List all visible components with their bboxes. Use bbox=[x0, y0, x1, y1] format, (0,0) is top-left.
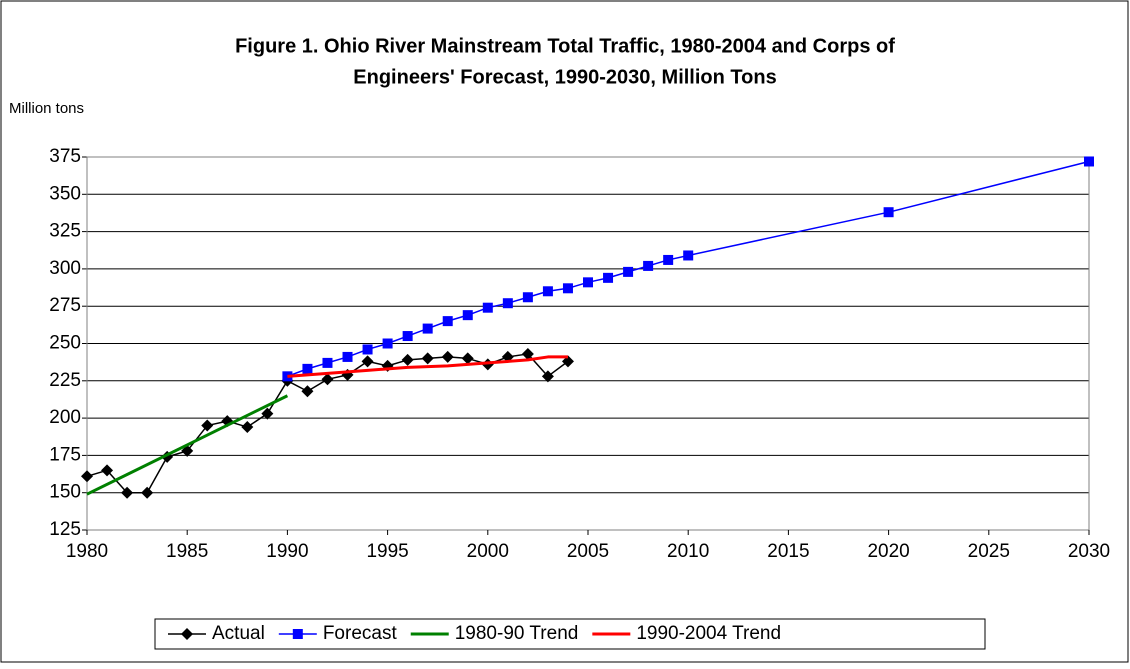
marker bbox=[461, 352, 474, 365]
y-tick-label: 200 bbox=[49, 407, 81, 428]
y-tick-label: 175 bbox=[49, 444, 81, 465]
marker bbox=[181, 628, 193, 640]
marker bbox=[81, 470, 93, 483]
x-tick-label: 2020 bbox=[867, 541, 909, 562]
marker bbox=[1084, 156, 1094, 167]
marker bbox=[683, 250, 694, 261]
legend-label: Actual bbox=[212, 623, 265, 644]
series-line bbox=[86, 394, 289, 496]
x-tick-label: 2030 bbox=[1068, 541, 1110, 562]
marker bbox=[382, 338, 393, 349]
marker bbox=[342, 351, 353, 362]
x-tick-label: 1980 bbox=[66, 541, 108, 562]
marker bbox=[422, 323, 433, 334]
marker bbox=[462, 310, 473, 321]
marker bbox=[482, 302, 493, 313]
y-tick-label: 150 bbox=[49, 482, 81, 503]
chart-title: Engineers' Forecast, 1990-2030, Million … bbox=[353, 66, 776, 88]
marker bbox=[301, 385, 314, 398]
x-tick-label: 2005 bbox=[567, 541, 609, 562]
marker bbox=[663, 254, 674, 265]
y-tick-label: 125 bbox=[49, 519, 81, 540]
series-line bbox=[287, 355, 568, 378]
marker bbox=[101, 464, 114, 477]
x-tick-label: 2010 bbox=[667, 541, 709, 562]
marker bbox=[521, 347, 534, 360]
marker bbox=[442, 316, 453, 327]
marker bbox=[883, 207, 894, 218]
marker bbox=[603, 272, 614, 283]
marker bbox=[141, 486, 154, 499]
x-tick-label: 2025 bbox=[968, 541, 1010, 562]
marker bbox=[522, 292, 533, 303]
marker bbox=[292, 629, 303, 639]
chart-title: Figure 1. Ohio River Mainstream Total Tr… bbox=[235, 35, 895, 57]
marker bbox=[121, 486, 134, 499]
marker bbox=[201, 419, 214, 432]
x-tick-label: 1990 bbox=[266, 541, 308, 562]
marker bbox=[501, 350, 514, 363]
marker bbox=[401, 353, 414, 366]
x-tick-label: 1995 bbox=[366, 541, 408, 562]
marker bbox=[541, 370, 554, 383]
marker bbox=[402, 331, 413, 342]
marker bbox=[361, 355, 374, 368]
marker bbox=[321, 373, 334, 386]
marker bbox=[643, 260, 654, 271]
y-tick-label: 250 bbox=[49, 333, 81, 354]
x-tick-label: 2015 bbox=[767, 541, 809, 562]
marker bbox=[322, 357, 333, 368]
marker bbox=[421, 352, 434, 365]
marker bbox=[623, 266, 634, 277]
y-tick-label: 325 bbox=[49, 221, 81, 242]
marker bbox=[241, 421, 254, 434]
marker bbox=[362, 344, 373, 355]
marker bbox=[302, 363, 313, 374]
y-tick-label: 350 bbox=[49, 183, 81, 204]
y-tick-label: 375 bbox=[49, 146, 81, 167]
y-tick-label: 300 bbox=[49, 258, 81, 279]
x-tick-label: 1985 bbox=[166, 541, 208, 562]
legend-label: 1980-90 Trend bbox=[455, 623, 579, 644]
marker bbox=[542, 286, 553, 297]
legend-box bbox=[154, 618, 986, 650]
marker bbox=[562, 283, 573, 294]
x-tick-label: 2000 bbox=[467, 541, 509, 562]
marker bbox=[502, 298, 513, 309]
y-tick-label: 275 bbox=[49, 295, 81, 316]
legend-label: Forecast bbox=[323, 623, 398, 644]
marker bbox=[441, 350, 454, 363]
legend-label: 1990-2004 Trend bbox=[636, 623, 781, 644]
y-axis-label: Million tons bbox=[9, 100, 84, 117]
y-tick-label: 225 bbox=[49, 370, 81, 391]
marker bbox=[261, 407, 274, 420]
marker bbox=[583, 277, 593, 288]
